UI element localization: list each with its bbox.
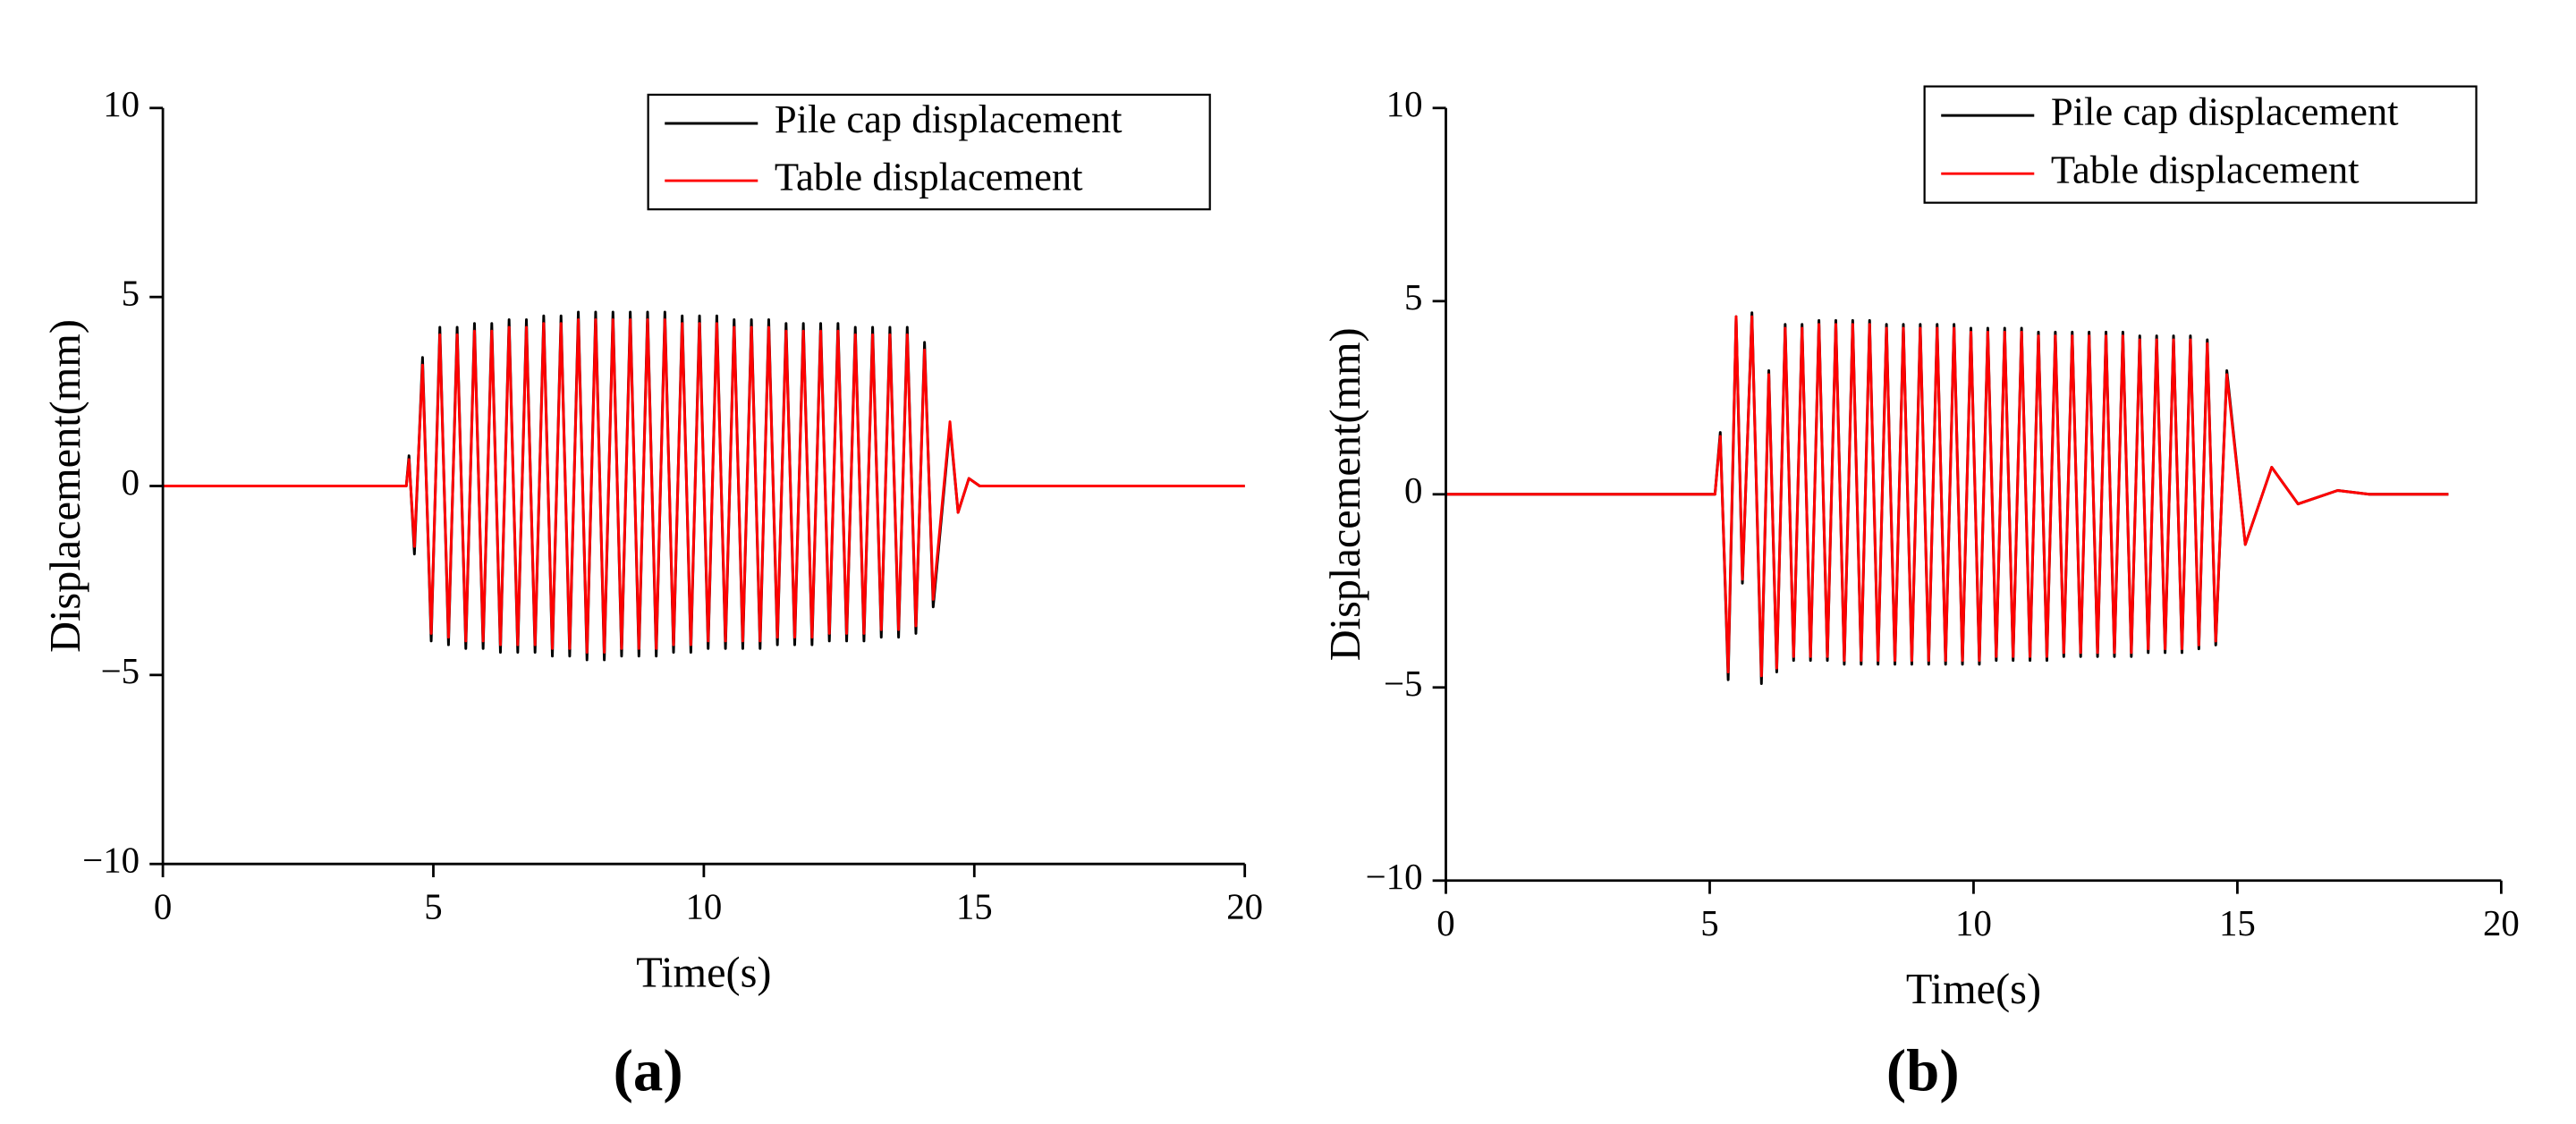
x-tick-label: 15 — [956, 887, 993, 927]
y-tick-label: 10 — [103, 84, 140, 124]
x-tick-label: 10 — [685, 887, 722, 927]
legend-box — [647, 93, 1211, 211]
panel-label: (b) — [1886, 1037, 1960, 1103]
x-tick-label: 5 — [1700, 903, 1718, 943]
x-tick-label: 5 — [424, 887, 442, 927]
y-tick-label: −10 — [82, 841, 140, 881]
y-tick-label: 0 — [122, 462, 140, 503]
y-tick-label: −5 — [1384, 663, 1422, 704]
panel: −10 −5 0 5 10 0 5 10 15 20 Time(s) Displacement(mm)… — [1322, 84, 2520, 1103]
x-tick-label: 0 — [1436, 903, 1454, 943]
y-tick-label: −10 — [1366, 857, 1423, 897]
y-tick-label: 10 — [1386, 84, 1423, 124]
x-axis-title: Time(s) — [1906, 966, 2041, 1013]
panel-label: (a) — [614, 1037, 683, 1103]
x-tick-label: 20 — [1226, 887, 1263, 927]
x-tick-label: 0 — [154, 887, 172, 927]
legend-label: Pile cap displacement — [2051, 89, 2399, 133]
y-axis-title: Displacement(mm) — [1322, 327, 1369, 661]
x-tick-label: 20 — [2483, 903, 2520, 943]
y-tick-label: 5 — [122, 274, 140, 314]
legend-label: Pile cap displacement — [775, 97, 1123, 141]
y-tick-label: 0 — [1404, 470, 1422, 511]
data-line — [163, 318, 1245, 654]
panel: −10 −5 0 5 10 0 5 10 15 20 Time(s) Displacement(mm)… — [42, 84, 1263, 1103]
x-tick-label: 15 — [2219, 903, 2256, 943]
legend-label: Table displacement — [2051, 147, 2360, 191]
y-tick-label: 5 — [1404, 277, 1422, 317]
legend-box — [1923, 85, 2478, 204]
legend-label: Table displacement — [775, 154, 1083, 199]
y-axis-title: Displacement(mm) — [42, 319, 89, 653]
data-line — [1445, 315, 2449, 678]
x-tick-label: 10 — [1955, 903, 1992, 943]
y-tick-label: −5 — [101, 651, 140, 691]
x-axis-title: Time(s) — [636, 950, 771, 997]
